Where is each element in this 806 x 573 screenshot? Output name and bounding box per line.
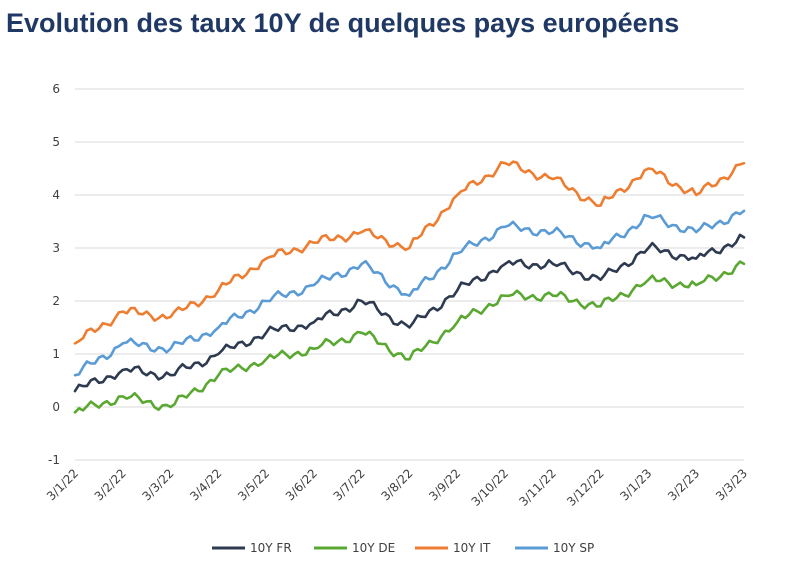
series-line-10y-de bbox=[73, 260, 746, 414]
legend-label: 10Y DE bbox=[352, 541, 395, 555]
y-tick-label: 2 bbox=[52, 294, 60, 308]
x-tick-label: 3/11/22 bbox=[516, 466, 559, 509]
x-tick-label: 3/2/23 bbox=[665, 466, 702, 503]
x-tick-label: 3/1/22 bbox=[44, 466, 81, 503]
y-tick-label: 4 bbox=[52, 188, 60, 202]
legend: 10Y FR 10Y DE 10Y IT 10Y SP bbox=[212, 541, 594, 555]
x-tick-label: 3/4/22 bbox=[187, 466, 224, 503]
x-tick-label: 3/3/22 bbox=[139, 466, 176, 503]
series-line-10y-fr bbox=[73, 233, 746, 393]
y-tick-label: -1 bbox=[48, 453, 60, 467]
chart-title: Evolution des taux 10Y de quelques pays … bbox=[6, 8, 680, 38]
x-tick-label: 3/9/22 bbox=[426, 466, 463, 503]
gridlines bbox=[75, 88, 744, 461]
x-tick-label: 3/2/22 bbox=[92, 466, 129, 503]
y-tick-label: 0 bbox=[52, 400, 60, 414]
y-tick-label: 5 bbox=[52, 135, 60, 149]
legend-label: 10Y SP bbox=[553, 541, 594, 555]
y-tick-label: 3 bbox=[52, 241, 60, 255]
x-tick-label: 3/5/22 bbox=[235, 466, 272, 503]
x-tick-label: 3/10/22 bbox=[469, 466, 512, 509]
y-axis-ticks: -1 0 1 2 3 4 5 6 bbox=[48, 82, 60, 467]
x-tick-label: 3/12/22 bbox=[564, 466, 607, 509]
x-axis-ticks: 3/1/22 3/2/22 3/3/22 3/4/22 3/5/22 3/6/22 3/7/… bbox=[44, 466, 750, 509]
x-tick-label: 3/1/23 bbox=[617, 466, 654, 503]
x-tick-label: 3/8/22 bbox=[378, 466, 415, 503]
y-tick-label: 1 bbox=[52, 347, 60, 361]
series-line-10y-sp bbox=[73, 209, 746, 377]
series-line-10y-it bbox=[73, 160, 746, 345]
legend-label: 10Y IT bbox=[453, 541, 491, 555]
x-tick-label: 3/3/23 bbox=[713, 466, 750, 503]
y-tick-label: 6 bbox=[52, 82, 60, 96]
series-lines bbox=[73, 160, 746, 414]
x-tick-label: 3/7/22 bbox=[331, 466, 368, 503]
legend-label: 10Y FR bbox=[250, 541, 292, 555]
x-tick-label: 3/6/22 bbox=[283, 466, 320, 503]
